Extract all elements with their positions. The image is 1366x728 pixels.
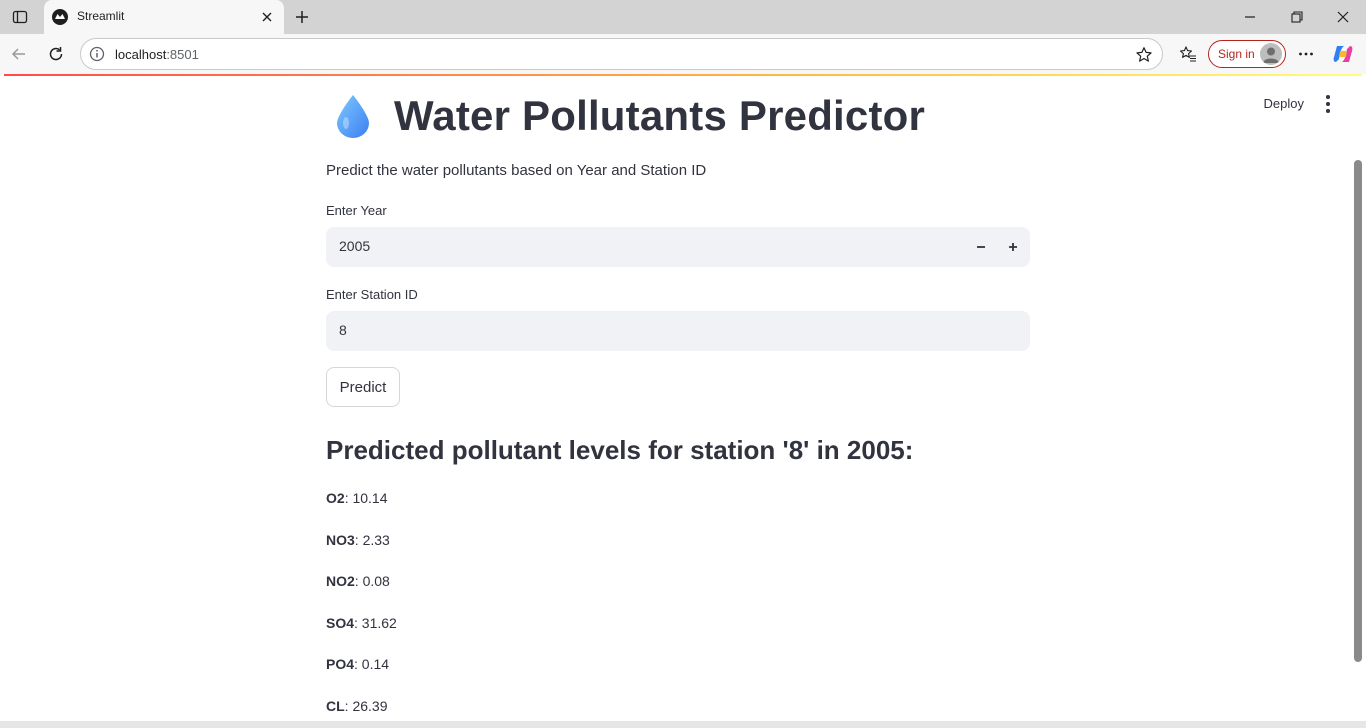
loading-progress-bar (4, 74, 1362, 76)
minimize-icon[interactable] (1236, 4, 1264, 30)
station-label: Enter Station ID (326, 287, 418, 302)
result-item: NO3: 2.33 (326, 532, 390, 548)
year-label: Enter Year (326, 203, 387, 218)
address-bar[interactable]: localhost:8501 (80, 38, 1163, 70)
sign-in-button[interactable]: Sign in (1208, 40, 1286, 68)
taskbar-edge (0, 721, 1366, 728)
sidebar-toggle-icon[interactable] (8, 5, 32, 29)
year-number-input[interactable]: 2005 (326, 227, 1030, 267)
scrollbar[interactable] (1354, 160, 1362, 662)
result-item: NO2: 0.08 (326, 573, 390, 589)
title-row: Water Pollutants Predictor (334, 88, 925, 144)
page-title: Water Pollutants Predictor (394, 92, 926, 139)
more-icon[interactable] (1293, 41, 1319, 67)
year-value: 2005 (339, 238, 371, 254)
browser-tab[interactable]: Streamlit (44, 0, 284, 34)
url-text: localhost:8501 (115, 47, 199, 62)
water-drop-icon (337, 95, 369, 138)
avatar (1260, 43, 1282, 65)
browser-toolbar: localhost:8501 Sign in (0, 34, 1366, 74)
deploy-button[interactable]: Deploy (1263, 96, 1304, 111)
favorites-icon[interactable] (1175, 41, 1201, 67)
streamlit-favicon-icon (52, 9, 68, 25)
page-subtitle: Predict the water pollutants based on Ye… (326, 162, 707, 179)
restore-icon[interactable] (1283, 4, 1311, 30)
back-icon[interactable] (6, 41, 32, 67)
copilot-icon[interactable] (1330, 41, 1356, 67)
result-item: CL: 26.39 (326, 698, 388, 714)
predict-button[interactable]: Predict (326, 367, 400, 407)
app-page: Deploy Water Pollutants Predictor Predic… (4, 76, 1362, 728)
kebab-menu-icon[interactable] (1320, 94, 1336, 114)
plus-icon[interactable] (290, 5, 314, 29)
close-icon[interactable] (259, 9, 275, 25)
tab-title: Streamlit (77, 9, 125, 23)
minus-icon[interactable] (965, 231, 997, 263)
sign-in-label: Sign in (1218, 47, 1255, 61)
reload-icon[interactable] (43, 41, 69, 67)
station-value: 8 (339, 322, 347, 338)
station-id-input[interactable]: 8 (326, 311, 1030, 351)
star-icon[interactable] (1134, 45, 1154, 65)
plus-icon[interactable] (997, 231, 1029, 263)
browser-tab-bar: Streamlit (0, 0, 1366, 34)
info-icon[interactable] (89, 46, 105, 62)
result-heading: Predicted pollutant levels for station '… (326, 435, 914, 465)
result-item: O2: 10.14 (326, 490, 388, 506)
window-close-icon[interactable] (1329, 4, 1357, 30)
result-item: SO4: 31.62 (326, 615, 397, 631)
result-item: PO4: 0.14 (326, 656, 390, 672)
